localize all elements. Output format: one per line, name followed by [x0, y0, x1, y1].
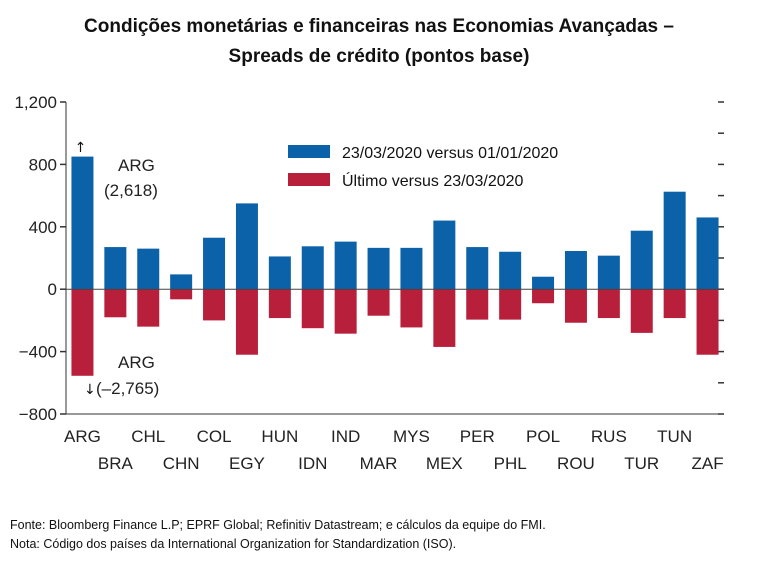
- credit-spreads-chart: −800 −400 0 400 800 1,200 ARG BRA CHL CHN COL EGY HU…: [14, 93, 724, 473]
- bar-red-rus: [597, 289, 620, 319]
- x-tick-label: MAR: [360, 454, 398, 473]
- x-tick-label: ZAF: [691, 454, 723, 473]
- bar-blue-ind: [334, 241, 357, 290]
- x-tick-label: HUN: [261, 427, 298, 446]
- bar-blue-chn: [170, 274, 193, 290]
- bar-blue-egy: [235, 203, 258, 290]
- bar-red-zaf: [696, 289, 719, 355]
- x-tick-label: PER: [460, 427, 495, 446]
- y-tick-label: 0: [48, 280, 57, 299]
- bar-blue-rou: [564, 250, 587, 290]
- bar-red-rou: [564, 289, 587, 323]
- annotation-arrow-down: ↓: [84, 382, 96, 398]
- bar-red-hun: [268, 289, 291, 319]
- bar-red-tur: [630, 289, 653, 333]
- bar-blue-col: [203, 237, 226, 290]
- x-tick-label: TUN: [657, 427, 692, 446]
- x-tick-label: CHN: [163, 454, 200, 473]
- x-tick-label: MYS: [393, 427, 430, 446]
- chart-title: Condições monetárias e financeiras nas E…: [0, 12, 758, 72]
- bar-red-mar: [367, 289, 390, 316]
- bar-red-mys: [400, 289, 423, 328]
- bar-blue-tur: [630, 230, 653, 290]
- bar-blue-bra: [104, 247, 127, 290]
- legend-swatch-blue: [288, 145, 330, 158]
- bar-red-chl: [137, 289, 160, 327]
- bar-blue-chl: [137, 248, 160, 290]
- bar-red-egy: [235, 289, 258, 355]
- bar-blue-per: [466, 247, 489, 290]
- bar-blue-mex: [433, 220, 456, 290]
- x-tick-label: PHL: [494, 454, 527, 473]
- bar-red-mex: [433, 289, 456, 347]
- bar-red-chn: [170, 289, 193, 300]
- source-note: Fonte: Bloomberg Finance L.P; EPRF Globa…: [10, 518, 546, 532]
- chart-title-line1: Condições monetárias e financeiras nas E…: [84, 16, 674, 37]
- iso-note: Nota: Código dos países da International…: [10, 537, 457, 551]
- x-tick-label: IDN: [298, 454, 327, 473]
- x-tick-label: BRA: [98, 454, 134, 473]
- x-tick-label: CHL: [131, 427, 165, 446]
- annotation-value-bottom: (–2,765): [96, 379, 159, 398]
- annotation-arrow-up: ↑: [75, 140, 87, 156]
- bar-blue-hun: [268, 256, 291, 290]
- legend-label: Último versus 23/03/2020: [342, 171, 524, 190]
- bar-red-per: [466, 289, 489, 320]
- bar-red-idn: [301, 289, 324, 329]
- bar-blue-pol: [532, 276, 555, 290]
- y-tick-label: 800: [29, 155, 57, 174]
- bar-red-arg: [71, 289, 94, 376]
- bar-red-tun: [663, 289, 686, 319]
- bar-red-phl: [499, 289, 522, 320]
- bar-red-bra: [104, 289, 127, 318]
- bar-blue-zaf: [696, 217, 719, 290]
- annotation-value-top: (2,618): [104, 181, 158, 200]
- legend-label: 23/03/2020 versus 01/01/2020: [342, 145, 558, 162]
- x-tick-label: ARG: [64, 427, 101, 446]
- y-tick-label: −800: [19, 405, 57, 424]
- bar-blue-rus: [597, 255, 620, 290]
- y-tick-label: 400: [29, 218, 57, 237]
- bar-blue-mys: [400, 247, 423, 290]
- x-tick-label: ROU: [557, 454, 595, 473]
- x-tick-label: EGY: [229, 454, 265, 473]
- bar-red-pol: [532, 289, 555, 304]
- bar-blue-idn: [301, 246, 324, 290]
- y-tick-label: −400: [19, 343, 57, 362]
- bar-red-col: [203, 289, 226, 321]
- x-tick-label: COL: [197, 427, 232, 446]
- bar-red-ind: [334, 289, 357, 334]
- x-tick-label: MEX: [426, 454, 463, 473]
- annotation-label-top: ARG: [118, 156, 155, 175]
- legend-swatch-red: [288, 173, 330, 186]
- x-tick-label: RUS: [591, 427, 627, 446]
- x-tick-label: POL: [526, 427, 560, 446]
- bar-blue-tun: [663, 191, 686, 290]
- bar-blue-mar: [367, 247, 390, 290]
- annotation-label-bottom: ARG: [118, 353, 155, 372]
- x-tick-label: TUR: [624, 454, 659, 473]
- chart-title-line2: Spreads de crédito (pontos base): [228, 46, 530, 67]
- x-tick-label: IND: [331, 427, 360, 446]
- bar-blue-arg: [71, 156, 94, 290]
- y-tick-label: 1,200: [14, 93, 57, 112]
- bar-blue-phl: [499, 251, 522, 290]
- footnotes: Fonte: Bloomberg Finance L.P; EPRF Globa…: [10, 516, 546, 554]
